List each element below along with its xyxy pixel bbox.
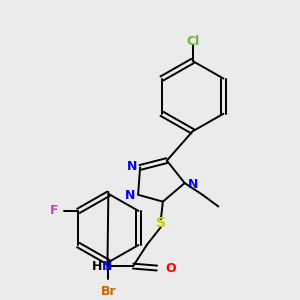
Text: S: S [156, 216, 166, 230]
Text: O: O [166, 262, 176, 275]
Text: F: F [50, 204, 59, 218]
Text: Cl: Cl [186, 35, 199, 48]
Text: N: N [102, 260, 112, 273]
Text: Br: Br [100, 285, 116, 298]
Text: N: N [127, 160, 137, 173]
Text: H: H [92, 260, 103, 273]
Text: N: N [188, 178, 198, 190]
Text: N: N [125, 189, 135, 202]
